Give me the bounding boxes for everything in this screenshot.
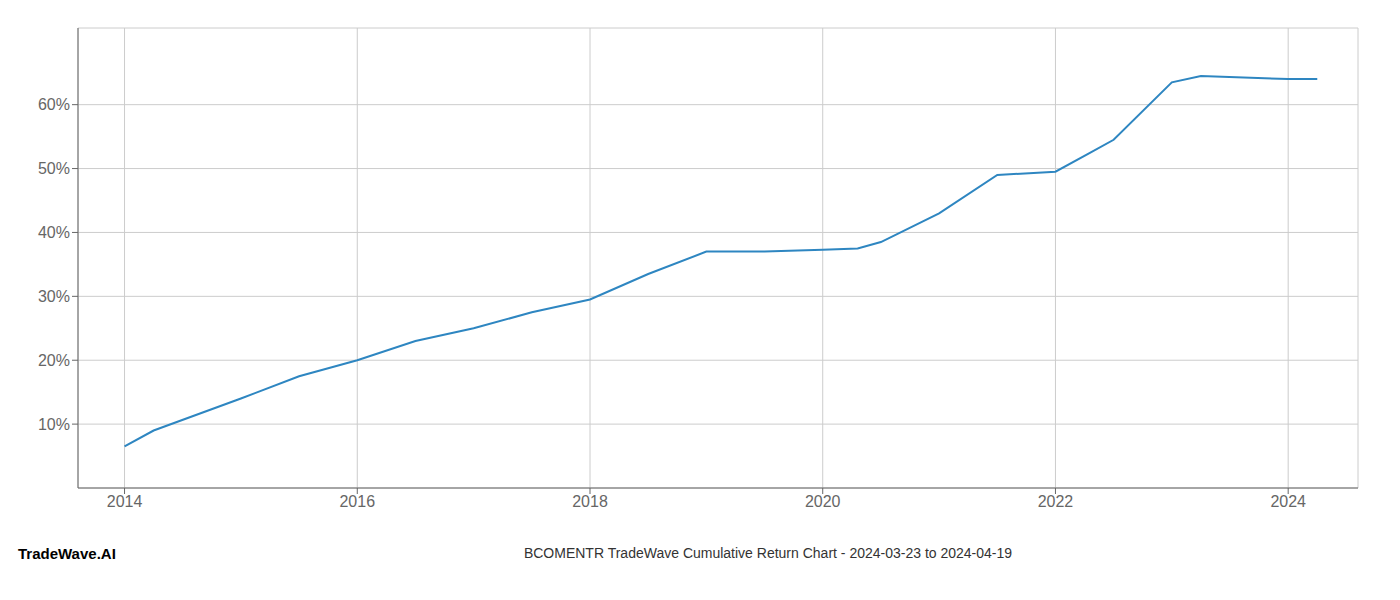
svg-text:10%: 10% [38,416,70,433]
svg-text:50%: 50% [38,160,70,177]
svg-text:2016: 2016 [339,493,375,510]
svg-text:2014: 2014 [107,493,143,510]
svg-text:40%: 40% [38,224,70,241]
svg-text:20%: 20% [38,352,70,369]
svg-text:2020: 2020 [805,493,841,510]
svg-text:2024: 2024 [1270,493,1306,510]
svg-text:60%: 60% [38,96,70,113]
svg-text:2018: 2018 [572,493,608,510]
html-text:TradeWave.AI: TradeWave.AI [18,544,116,562]
svg-text:2022: 2022 [1038,493,1074,510]
html-text:BCOMENTR TradeWave Cumulative: BCOMENTR TradeWave Cumulative Return Cha… [523,545,1013,561]
svg-text:30%: 30% [38,288,70,305]
